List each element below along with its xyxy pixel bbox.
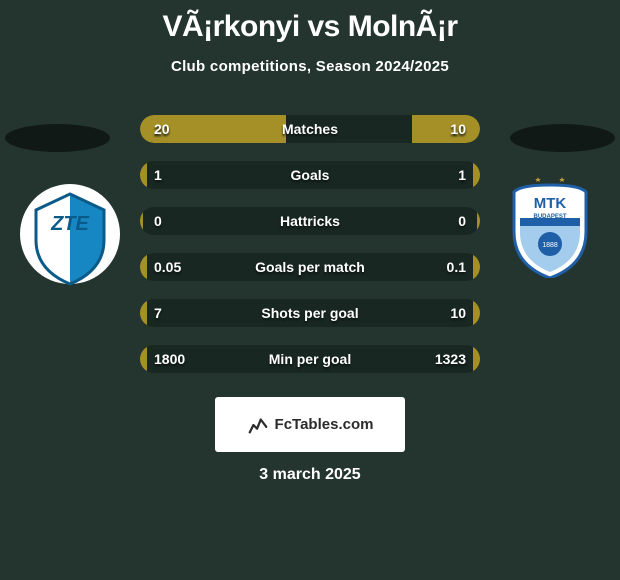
stat-value-right: 1323 [435,345,466,373]
stat-label: Matches [140,115,480,143]
stat-label: Hattricks [140,207,480,235]
stat-value-right: 1 [458,161,466,189]
stat-row: 20 Matches 10 [140,115,480,143]
svg-text:MTK: MTK [534,195,567,212]
club-crest-right: MTK BUDAPEST 1888 [500,170,600,278]
stat-value-right: 0 [458,207,466,235]
stats-comparison: 20 Matches 10 1 Goals 1 0 Hattricks 0 0.… [140,115,480,373]
stat-row: 1 Goals 1 [140,161,480,189]
stat-row: 0.05 Goals per match 0.1 [140,253,480,281]
stat-label: Shots per goal [140,299,480,327]
svg-text:1888: 1888 [542,242,558,249]
footer-brand-box: FcTables.com [215,397,405,452]
svg-text:ZTE: ZTE [50,213,89,235]
player-shadow-left [5,124,110,152]
stat-row: 7 Shots per goal 10 [140,299,480,327]
stat-value-right: 10 [450,299,466,327]
stat-label: Goals per match [140,253,480,281]
date: 3 march 2025 [0,452,620,484]
svg-text:BUDAPEST: BUDAPEST [533,214,566,220]
footer-brand-text: FcTables.com [275,416,374,433]
stat-value-right: 0.1 [447,253,466,281]
subtitle: Club competitions, Season 2024/2025 [0,44,620,75]
stat-value-right: 10 [450,115,466,143]
stat-label: Min per goal [140,345,480,373]
player-shadow-right [510,124,615,152]
stat-label: Goals [140,161,480,189]
page-title: VÃ¡rkonyi vs MolnÃ¡r [0,0,620,44]
club-crest-left: ZTE [20,180,120,288]
stat-row: 0 Hattricks 0 [140,207,480,235]
fctables-icon [247,414,269,436]
stat-row: 1800 Min per goal 1323 [140,345,480,373]
